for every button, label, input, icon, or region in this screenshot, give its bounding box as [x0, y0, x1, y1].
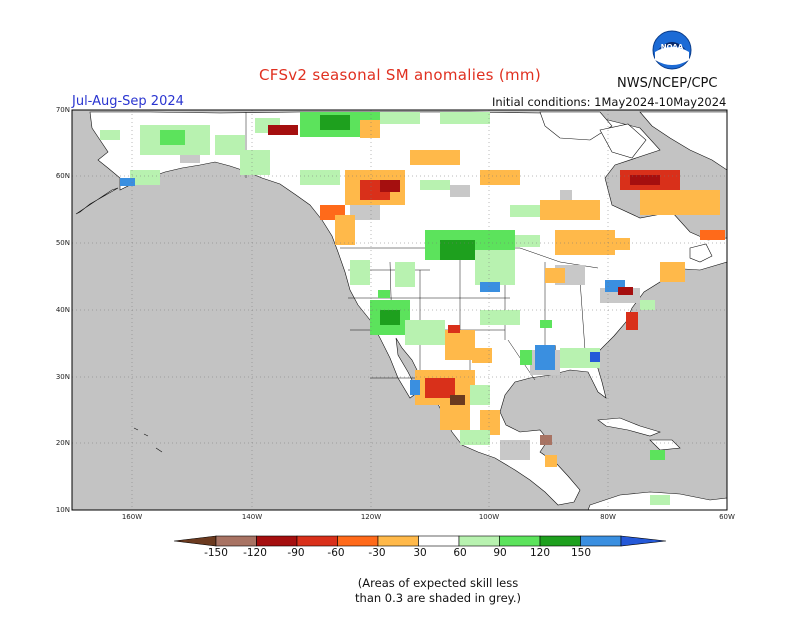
- newfoundland-land: [689, 243, 713, 263]
- skill-note-line: than 0.3 are shaded in grey.): [355, 591, 521, 605]
- skill-note-line: (Areas of expected skill less: [357, 576, 519, 590]
- aleutian-islands: [75, 187, 119, 215]
- colorbar-right-arrow: [620, 535, 667, 547]
- colorbar-label: 150: [570, 547, 592, 559]
- lat-label: 50N: [55, 239, 70, 247]
- lon-label: 100W: [478, 513, 500, 521]
- graticule: [72, 110, 727, 510]
- colorbar-swatch: [337, 535, 379, 547]
- arctic-island-2: [599, 123, 647, 159]
- lon-label: 140W: [241, 513, 263, 521]
- colorbar-label: -120: [243, 547, 267, 559]
- colorbar-left-arrow: [173, 535, 217, 547]
- page-title: CFSv2 seasonal SM anomalies (mm): [259, 66, 541, 84]
- colorbar-swatch: [580, 535, 622, 547]
- lon-label: 120W: [360, 513, 382, 521]
- skill-note: (Areas of expected skill less than 0.3 a…: [0, 576, 800, 606]
- lon-label: 160W: [121, 513, 143, 521]
- season-label: Jul-Aug-Sep 2024: [72, 94, 184, 109]
- colorbar-label: -150: [204, 547, 228, 559]
- colorbar-label: 60: [453, 547, 467, 559]
- colorbar-label: 120: [529, 547, 551, 559]
- hawaii-islands: [133, 427, 163, 453]
- lat-label: 70N: [55, 106, 70, 114]
- lon-label: 80W: [600, 513, 616, 521]
- lat-label: 10N: [55, 506, 70, 514]
- lat-label: 60N: [55, 172, 70, 180]
- colorbar-swatch: [215, 535, 257, 547]
- lon-label: 60W: [719, 513, 735, 521]
- arctic-island-1: [539, 111, 613, 141]
- colorbar-swatch: [458, 535, 500, 547]
- noaa-logo-icon: NOAA: [652, 30, 692, 70]
- colorbar-swatch: [256, 535, 298, 547]
- colorbar-swatch: [296, 535, 338, 547]
- colorbar-swatch: [377, 535, 419, 547]
- colorbar-label: 30: [413, 547, 427, 559]
- lat-label: 40N: [55, 306, 70, 314]
- colorbar-swatch: [539, 535, 581, 547]
- colorbar-swatch: [418, 535, 460, 547]
- anomaly-cells: [100, 112, 725, 505]
- colorbar-label: -30: [368, 547, 386, 559]
- colorbar-label: 90: [493, 547, 507, 559]
- initial-conditions-label: Initial conditions: 1May2024-10May2024: [492, 95, 727, 109]
- lat-label: 20N: [55, 439, 70, 447]
- agency-label: NWS/NCEP/CPC: [617, 76, 718, 91]
- cuba-land: [597, 417, 661, 437]
- colorbar-label: -60: [327, 547, 345, 559]
- colorbar-swatch: [499, 535, 541, 547]
- colorbar-label: -90: [287, 547, 305, 559]
- lat-label: 30N: [55, 373, 70, 381]
- hispaniola-land: [649, 439, 681, 451]
- colorbar: [173, 535, 667, 547]
- map-frame: [71, 109, 728, 511]
- logo-text: NOAA: [661, 43, 684, 51]
